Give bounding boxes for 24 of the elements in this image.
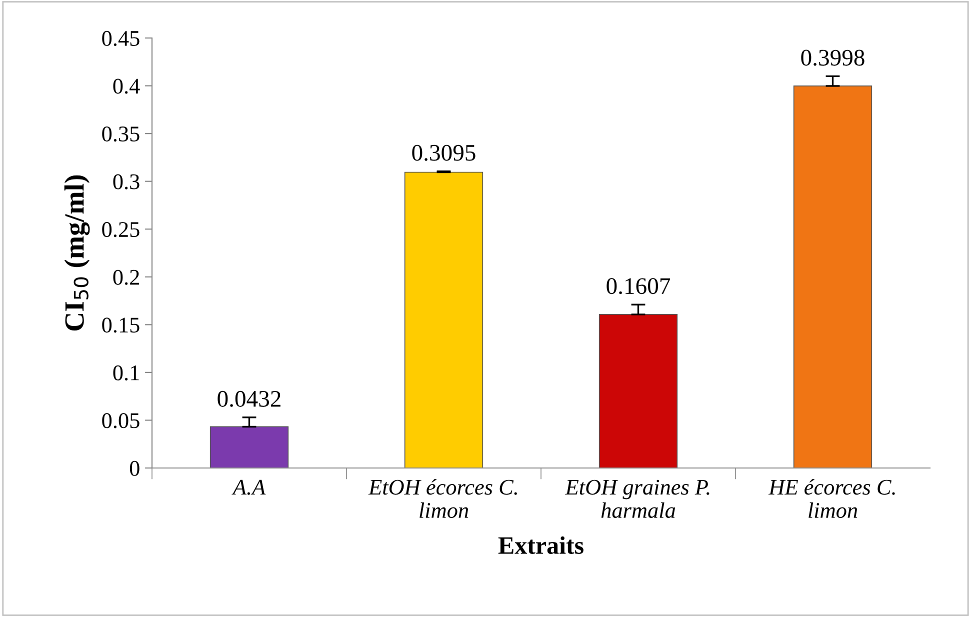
x-tick-label: EtOH écorces C. limon xyxy=(368,479,517,518)
y-tick-label: 0 xyxy=(130,460,140,476)
data-label: 0.0432 xyxy=(218,390,280,407)
bar xyxy=(404,172,484,468)
y-tick-label: 0.35 xyxy=(102,126,140,142)
bar xyxy=(210,426,289,468)
y-tick-label: 0.3 xyxy=(113,174,140,190)
data-label: 0.1607 xyxy=(606,278,670,294)
y-axis-title: CI$_{50}$ (mg/ml) xyxy=(64,175,90,331)
x-tick-label: EtOH graines P. harmala xyxy=(565,480,710,518)
y-tick-label: 0.15 xyxy=(102,318,140,333)
x-axis-title: Extraits xyxy=(498,536,584,554)
data-label: 0.3095 xyxy=(412,144,476,161)
x-tick-label: HE écorces C. limon xyxy=(768,479,895,518)
y-tick-label: 0.25 xyxy=(102,222,140,238)
y-tick-label: 0.2 xyxy=(113,270,139,285)
data-label: 0.3998 xyxy=(801,50,864,66)
bar xyxy=(793,86,872,468)
y-tick-label: 0.4 xyxy=(113,78,140,94)
y-tick-label: 0.1 xyxy=(113,365,139,380)
y-tick-label: 0.05 xyxy=(102,413,140,428)
x-tick-label: A.A xyxy=(232,480,266,495)
y-tick-label: 0.45 xyxy=(102,30,140,46)
bar xyxy=(598,314,678,468)
